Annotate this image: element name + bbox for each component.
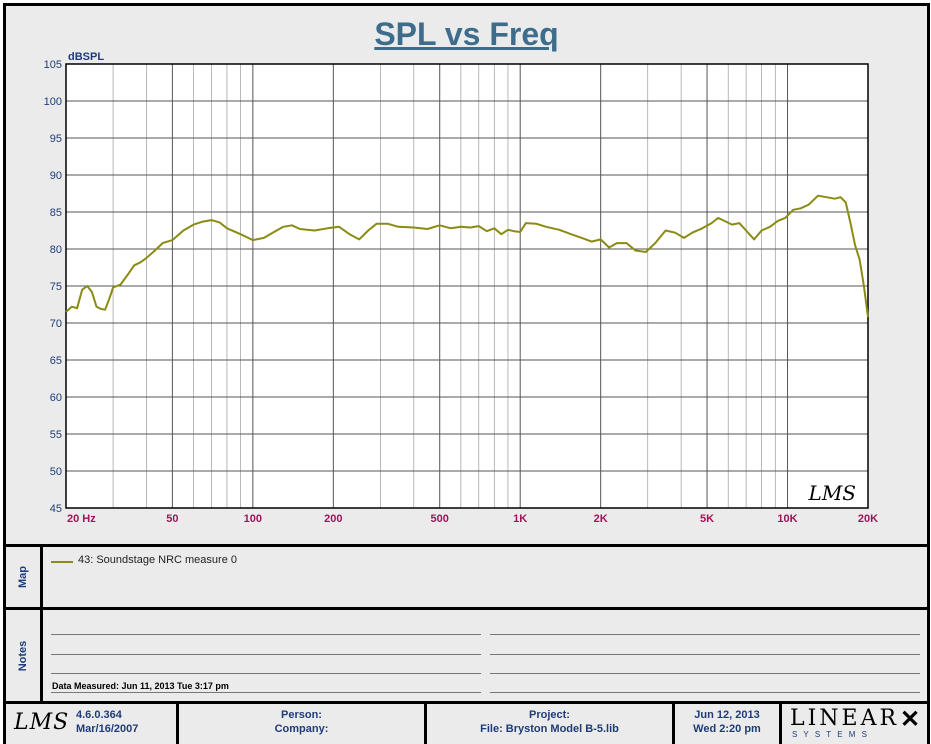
data-measured-text: Data Measured: Jun 11, 2013 Tue 3:17 pm <box>52 681 229 691</box>
y-tick-label: 50 <box>50 466 62 478</box>
map-section: Map 43: Soundstage NRC measure 0 <box>6 544 927 607</box>
map-label: Map <box>17 566 29 588</box>
x-tick-label: 5K <box>700 513 714 525</box>
notes-section: Notes Data Measured: Jun 11, 2013 Tue 3:… <box>6 607 927 701</box>
x-tick-label: 500 <box>431 513 449 525</box>
footer-version-cell: LMS 4.6.0.364 Mar/16/2007 <box>6 704 179 744</box>
y-tick-label: 45 <box>50 503 62 515</box>
report-frame: SPL vs Freq 45 50 55 60 65 70 75 80 85 90 95 100 105… <box>3 3 930 744</box>
y-tick-label: 65 <box>50 355 62 367</box>
chart-panel: SPL vs Freq 45 50 55 60 65 70 75 80 85 90 95 100 105… <box>6 6 927 544</box>
map-side-label: Map <box>6 547 43 607</box>
footer: LMS 4.6.0.364 Mar/16/2007 Person: Compan… <box>6 701 927 744</box>
person-label: Person: <box>281 709 322 721</box>
y-tick-label: 60 <box>50 392 62 404</box>
notes-line <box>490 673 920 674</box>
x-tick-label: 50 <box>166 513 178 525</box>
x-tick-label: 2K <box>594 513 608 525</box>
y-tick-label: 55 <box>50 429 62 441</box>
lms-watermark: LMS <box>808 481 856 505</box>
notes-line <box>490 692 920 693</box>
x-tick-label: 1K <box>513 513 527 525</box>
notes-line <box>51 634 481 635</box>
brand-x-icon: ✕ <box>900 706 921 733</box>
legend-swatch <box>51 561 73 563</box>
lms-logo: LMS <box>14 710 70 735</box>
plot-border <box>65 63 869 509</box>
x-tick-label: 20 Hz <box>67 513 96 525</box>
footer-brand-cell: LINEAR ✕ S Y S T E M S <box>782 704 927 744</box>
version-text: 4.6.0.364 <box>76 709 122 721</box>
y-tick-label: 80 <box>50 244 62 256</box>
report-time: Wed 2:20 pm <box>693 723 761 735</box>
notes-line <box>490 654 920 655</box>
company-label: Company: <box>274 723 329 735</box>
y-tick-label: 100 <box>44 96 62 108</box>
version-date: Mar/16/2007 <box>76 723 139 735</box>
chart-title: SPL vs Freq <box>374 16 559 52</box>
y-tick-label: 85 <box>50 207 62 219</box>
project-label: Project: <box>529 709 570 721</box>
notes-side-label: Notes <box>6 610 43 701</box>
notes-label: Notes <box>17 640 29 671</box>
y-tick-label: 90 <box>50 170 62 182</box>
notes-line <box>490 634 920 635</box>
x-tick-label: 10K <box>777 513 797 525</box>
report-date: Jun 12, 2013 <box>694 709 760 721</box>
footer-date-cell: Jun 12, 2013 Wed 2:20 pm <box>675 704 782 744</box>
y-tick-label: 70 <box>50 318 62 330</box>
notes-line <box>51 692 481 693</box>
x-tick-label: 200 <box>324 513 342 525</box>
notes-line <box>51 654 481 655</box>
brand-name: LINEAR <box>790 706 900 731</box>
spl-chart: 45 50 55 60 65 70 75 80 85 90 95 100 105 dBSPL 20 Hz 50… <box>44 51 879 525</box>
notes-line <box>51 673 481 674</box>
y-axis-label: dBSPL <box>68 51 104 63</box>
y-tick-label: 95 <box>50 133 62 145</box>
series-line <box>65 194 869 318</box>
legend-entry: 43: Soundstage NRC measure 0 <box>78 554 237 566</box>
y-tick-label: 75 <box>50 281 62 293</box>
x-tick-label: 20K <box>858 513 878 525</box>
footer-project-cell: Project: File: Bryston Model B-5.lib <box>427 704 675 744</box>
brand-sub: S Y S T E M S <box>792 730 869 739</box>
x-tick-label: 100 <box>244 513 262 525</box>
file-label: File: Bryston Model B-5.lib <box>480 723 619 735</box>
footer-person-cell: Person: Company: <box>179 704 427 744</box>
y-tick-label: 105 <box>44 59 62 71</box>
